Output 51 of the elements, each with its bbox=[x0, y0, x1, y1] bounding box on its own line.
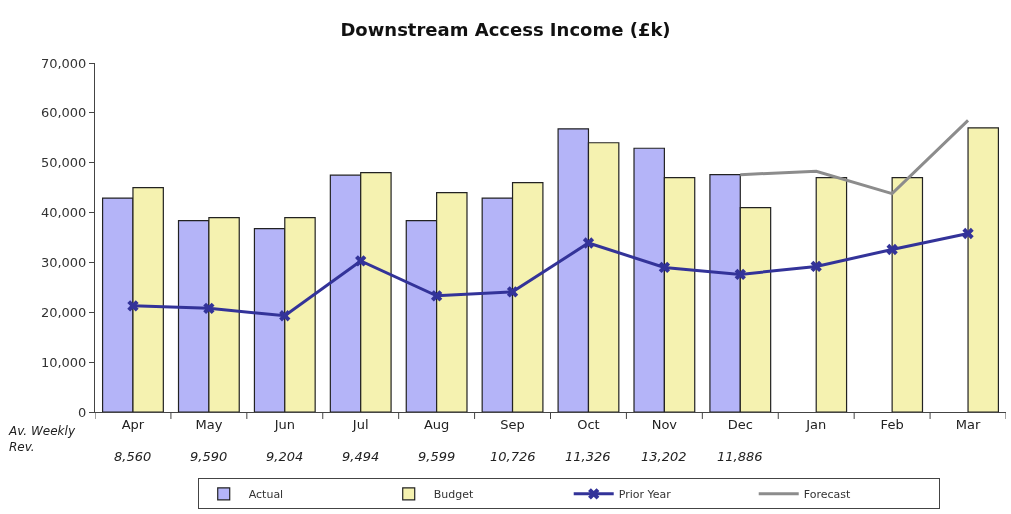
x-tick-label: Mar bbox=[955, 416, 981, 432]
point bbox=[430, 290, 443, 302]
y-tick-label: 40,000 bbox=[40, 205, 87, 221]
y-tick-label: 60,000 bbox=[40, 105, 87, 121]
point bbox=[582, 237, 595, 249]
legend-label: Forecast bbox=[803, 488, 851, 502]
text: 11,886 bbox=[717, 449, 763, 464]
text: 11,326 bbox=[565, 449, 611, 464]
text: 9,590 bbox=[190, 449, 228, 464]
legend-label: Actual bbox=[248, 488, 284, 502]
bar bbox=[967, 127, 1000, 412]
text: 9,494 bbox=[342, 449, 380, 464]
x-tick-label: Jan bbox=[805, 416, 827, 432]
x-tick-label: Oct bbox=[577, 416, 600, 432]
point bbox=[886, 243, 898, 256]
point bbox=[658, 261, 671, 274]
y-tick-label: 20,000 bbox=[40, 304, 87, 320]
y-tick-label: 0 bbox=[78, 404, 87, 420]
text: 8,560 bbox=[114, 449, 152, 464]
point bbox=[355, 255, 367, 267]
x-tick-label: Dec bbox=[727, 416, 753, 432]
text: 13,202 bbox=[641, 449, 687, 464]
point bbox=[127, 300, 139, 312]
chart-title: Downstream Access Income (£k) bbox=[340, 18, 671, 40]
y-tick-label: 30,000 bbox=[40, 254, 87, 270]
line-series bbox=[738, 118, 970, 196]
point bbox=[279, 310, 291, 322]
x-tick-label: Aug bbox=[423, 416, 450, 432]
bar bbox=[891, 177, 924, 412]
y-tick-label: 70,000 bbox=[40, 55, 87, 71]
x-tick-label: Apr bbox=[121, 416, 145, 432]
x-tick-label: Jul bbox=[351, 416, 369, 432]
text: 9,599 bbox=[418, 449, 456, 464]
text: 9,204 bbox=[266, 449, 304, 464]
point bbox=[203, 302, 215, 314]
legend-label: Prior Year bbox=[618, 488, 672, 502]
x-tick-label: Sep bbox=[500, 416, 525, 432]
point bbox=[506, 286, 519, 298]
y-tick-label: 10,000 bbox=[40, 354, 87, 370]
text: Av. Weekly Rev. bbox=[8, 424, 76, 454]
x-tick-label: Jun bbox=[273, 416, 295, 432]
x-tick-label: May bbox=[195, 416, 223, 432]
x-tick-label: Nov bbox=[651, 416, 678, 432]
bar bbox=[815, 177, 848, 412]
legend-label: Budget bbox=[433, 488, 474, 502]
point bbox=[962, 227, 974, 240]
text: 10,726 bbox=[490, 449, 536, 464]
y-tick-label: 50,000 bbox=[40, 155, 87, 171]
x-tick-label: Feb bbox=[880, 416, 904, 432]
point bbox=[734, 268, 746, 281]
point bbox=[810, 260, 822, 273]
